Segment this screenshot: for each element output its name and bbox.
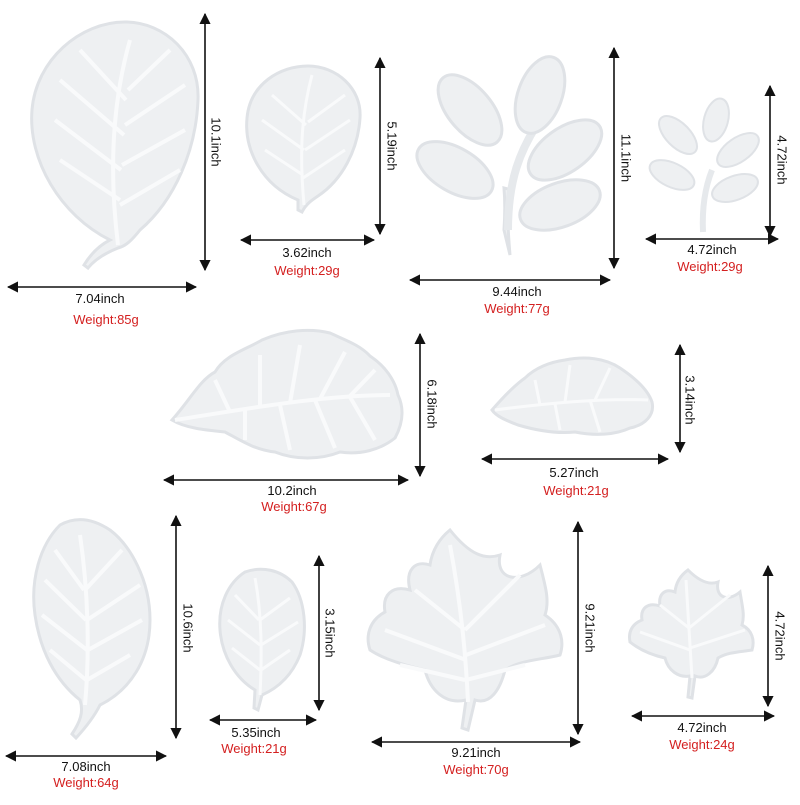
weight-label-monstera-small: Weight:29g [274,263,340,278]
weight-label-oak-small: Weight:21g [543,483,609,498]
weight-label-monstera-large: Weight:85g [73,312,139,327]
height-label-branch-small: 4.72inch [774,135,790,185]
weight-label-oak-large: Weight:67g [261,499,327,514]
mold-birch-small [218,567,306,713]
height-label-maple-small: 4.72inch [772,611,788,661]
height-label-maple-large: 9.21inch [582,603,598,653]
height-label-monstera-small: 5.19inch [384,121,400,171]
width-label-maple-small: 4.72inch [677,720,727,735]
width-label-birch-small: 5.35inch [231,725,281,740]
mold-birch-large [32,518,152,741]
weight-label-branch-large: Weight:77g [484,301,550,316]
mold-branch-small [648,97,760,233]
width-label-oak-large: 10.2inch [267,483,317,498]
mold-maple-large [366,527,564,732]
width-label-oak-small: 5.27inch [549,465,599,480]
width-label-birch-large: 7.08inch [61,759,111,774]
mold-oak-large [169,328,404,460]
width-label-monstera-large: 7.04inch [75,291,125,306]
width-label-branch-small: 4.72inch [687,242,737,257]
width-label-maple-large: 9.21inch [451,745,501,760]
width-label-monstera-small: 3.62inch [282,245,332,260]
weight-label-birch-small: Weight:21g [221,741,287,756]
weight-label-maple-small: Weight:24g [669,737,735,752]
height-label-birch-small: 3.15inch [322,608,338,658]
mold-monstera-small [245,64,362,215]
height-label-oak-small: 3.14inch [682,375,698,425]
mold-monstera-large [30,20,200,271]
mold-oak-small [490,356,655,436]
mold-branch-large [415,55,604,256]
height-label-birch-large: 10.6inch [180,603,196,653]
weight-label-maple-large: Weight:70g [443,762,509,777]
width-label-branch-large: 9.44inch [492,284,542,299]
height-label-branch-large: 11.1inch [618,133,634,183]
height-label-monstera-large: 10.1inch [208,117,224,167]
weight-label-branch-small: Weight:29g [677,259,743,274]
height-label-oak-large: 6.18inch [424,379,440,429]
weight-label-birch-large: Weight:64g [53,775,119,790]
mold-maple-small [628,568,755,700]
